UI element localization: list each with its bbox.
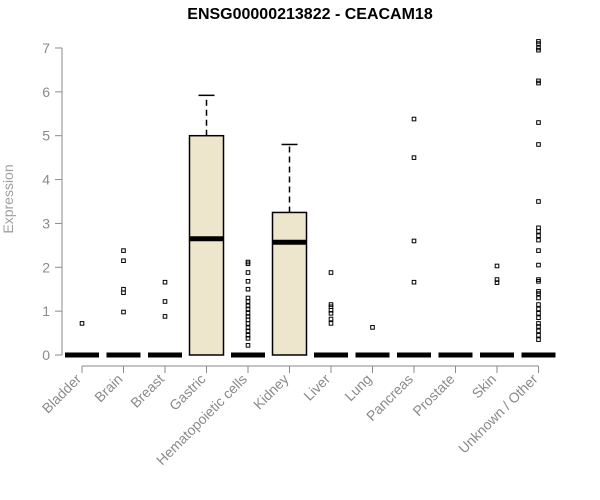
y-tick-label: 6 bbox=[42, 84, 50, 100]
outlier-point bbox=[536, 199, 541, 204]
outlier-point bbox=[245, 259, 251, 265]
outlier-point bbox=[536, 233, 541, 239]
outlier-point bbox=[328, 321, 334, 326]
chart-title: ENSG00000213822 - CEACAM18 bbox=[187, 6, 433, 23]
y-tick-label: 3 bbox=[42, 215, 50, 231]
box-kidney bbox=[271, 143, 308, 356]
outlier-point bbox=[536, 311, 541, 316]
y-tick-label: 2 bbox=[42, 259, 50, 275]
x-tick-label: Lung bbox=[341, 371, 374, 404]
outlier-point bbox=[536, 237, 541, 243]
outlier-point bbox=[494, 277, 500, 282]
outlier-point bbox=[162, 299, 168, 304]
y-tick-label: 1 bbox=[42, 303, 50, 319]
outlier-point bbox=[536, 302, 541, 307]
box-unknown-other bbox=[521, 39, 556, 358]
x-tick-label: Prostate bbox=[409, 371, 457, 419]
outlier-point bbox=[121, 309, 126, 315]
box-skin bbox=[480, 263, 514, 358]
outlier-point bbox=[536, 337, 541, 342]
y-axis-label: Expression bbox=[0, 164, 16, 233]
outlier-point bbox=[536, 315, 541, 321]
outlier-point bbox=[245, 336, 251, 341]
box-hematopoietic-cells bbox=[231, 259, 265, 358]
box-lung bbox=[355, 325, 390, 358]
x-tick-label: Skin bbox=[469, 371, 500, 402]
outlier-point bbox=[245, 295, 251, 301]
outlier-point bbox=[411, 155, 417, 160]
outlier-point bbox=[536, 277, 541, 282]
y-tick-label: 4 bbox=[42, 172, 50, 188]
outlier-point bbox=[245, 270, 251, 275]
outlier-point bbox=[245, 328, 251, 334]
outlier-point bbox=[328, 270, 334, 275]
outlier-point bbox=[245, 286, 251, 292]
box-breast bbox=[148, 279, 182, 358]
outlier-point bbox=[245, 332, 251, 338]
x-tick-label: Kidney bbox=[250, 371, 292, 413]
outlier-point bbox=[121, 248, 126, 253]
box-bladder bbox=[65, 321, 99, 358]
outlier-point bbox=[536, 39, 541, 44]
outlier-point bbox=[536, 321, 541, 326]
outlier-point bbox=[411, 116, 417, 122]
outlier-point bbox=[245, 306, 251, 312]
boxes-layer bbox=[65, 39, 556, 358]
x-tick-label: Bladder bbox=[39, 371, 85, 417]
outlier-point bbox=[328, 302, 334, 307]
outlier-point bbox=[245, 314, 251, 319]
box-body bbox=[188, 134, 225, 356]
outlier-point bbox=[536, 289, 541, 294]
outlier-point bbox=[162, 314, 168, 319]
outlier-point bbox=[536, 142, 541, 147]
box-brain bbox=[106, 248, 141, 358]
outlier-point bbox=[494, 280, 500, 285]
outlier-point bbox=[121, 258, 126, 264]
x-tick-label: Unknown / Other bbox=[455, 371, 541, 457]
box-body bbox=[271, 211, 308, 356]
outlier-point bbox=[536, 248, 541, 253]
outlier-point bbox=[121, 286, 126, 292]
outlier-point bbox=[536, 328, 541, 334]
outlier-point bbox=[328, 316, 334, 322]
outlier-point bbox=[494, 263, 500, 269]
y-tick-label: 7 bbox=[42, 40, 50, 56]
outlier-point bbox=[245, 311, 251, 316]
outlier-point bbox=[411, 279, 417, 285]
outlier-point bbox=[536, 262, 541, 268]
outlier-point bbox=[411, 238, 417, 244]
box-gastric bbox=[188, 94, 225, 356]
outlier-point bbox=[245, 325, 251, 331]
y-tick-label: 0 bbox=[42, 347, 50, 363]
outlier-point bbox=[536, 306, 541, 312]
outlier-point bbox=[536, 120, 541, 125]
x-tick-label: Liver bbox=[300, 371, 333, 404]
outlier-point bbox=[370, 325, 375, 330]
outlier-point bbox=[162, 279, 168, 285]
outlier-point bbox=[245, 343, 251, 348]
outlier-point bbox=[245, 303, 251, 309]
box-pancreas bbox=[397, 116, 431, 358]
y-axis: 0 1 2 3 4 5 6 7 bbox=[42, 40, 63, 363]
outlier-point bbox=[536, 332, 541, 338]
outlier-point bbox=[536, 225, 541, 231]
outlier-point bbox=[536, 295, 541, 301]
outlier-point bbox=[536, 324, 541, 329]
box-liver bbox=[314, 270, 348, 358]
outlier-point bbox=[536, 45, 541, 51]
outlier-point bbox=[79, 321, 85, 326]
outlier-point bbox=[245, 279, 251, 284]
y-tick-label: 5 bbox=[42, 128, 50, 144]
outlier-point bbox=[536, 78, 541, 84]
x-tick-label: Breast bbox=[127, 371, 167, 411]
x-tick-label: Brain bbox=[91, 371, 125, 405]
outlier-point bbox=[328, 311, 334, 316]
